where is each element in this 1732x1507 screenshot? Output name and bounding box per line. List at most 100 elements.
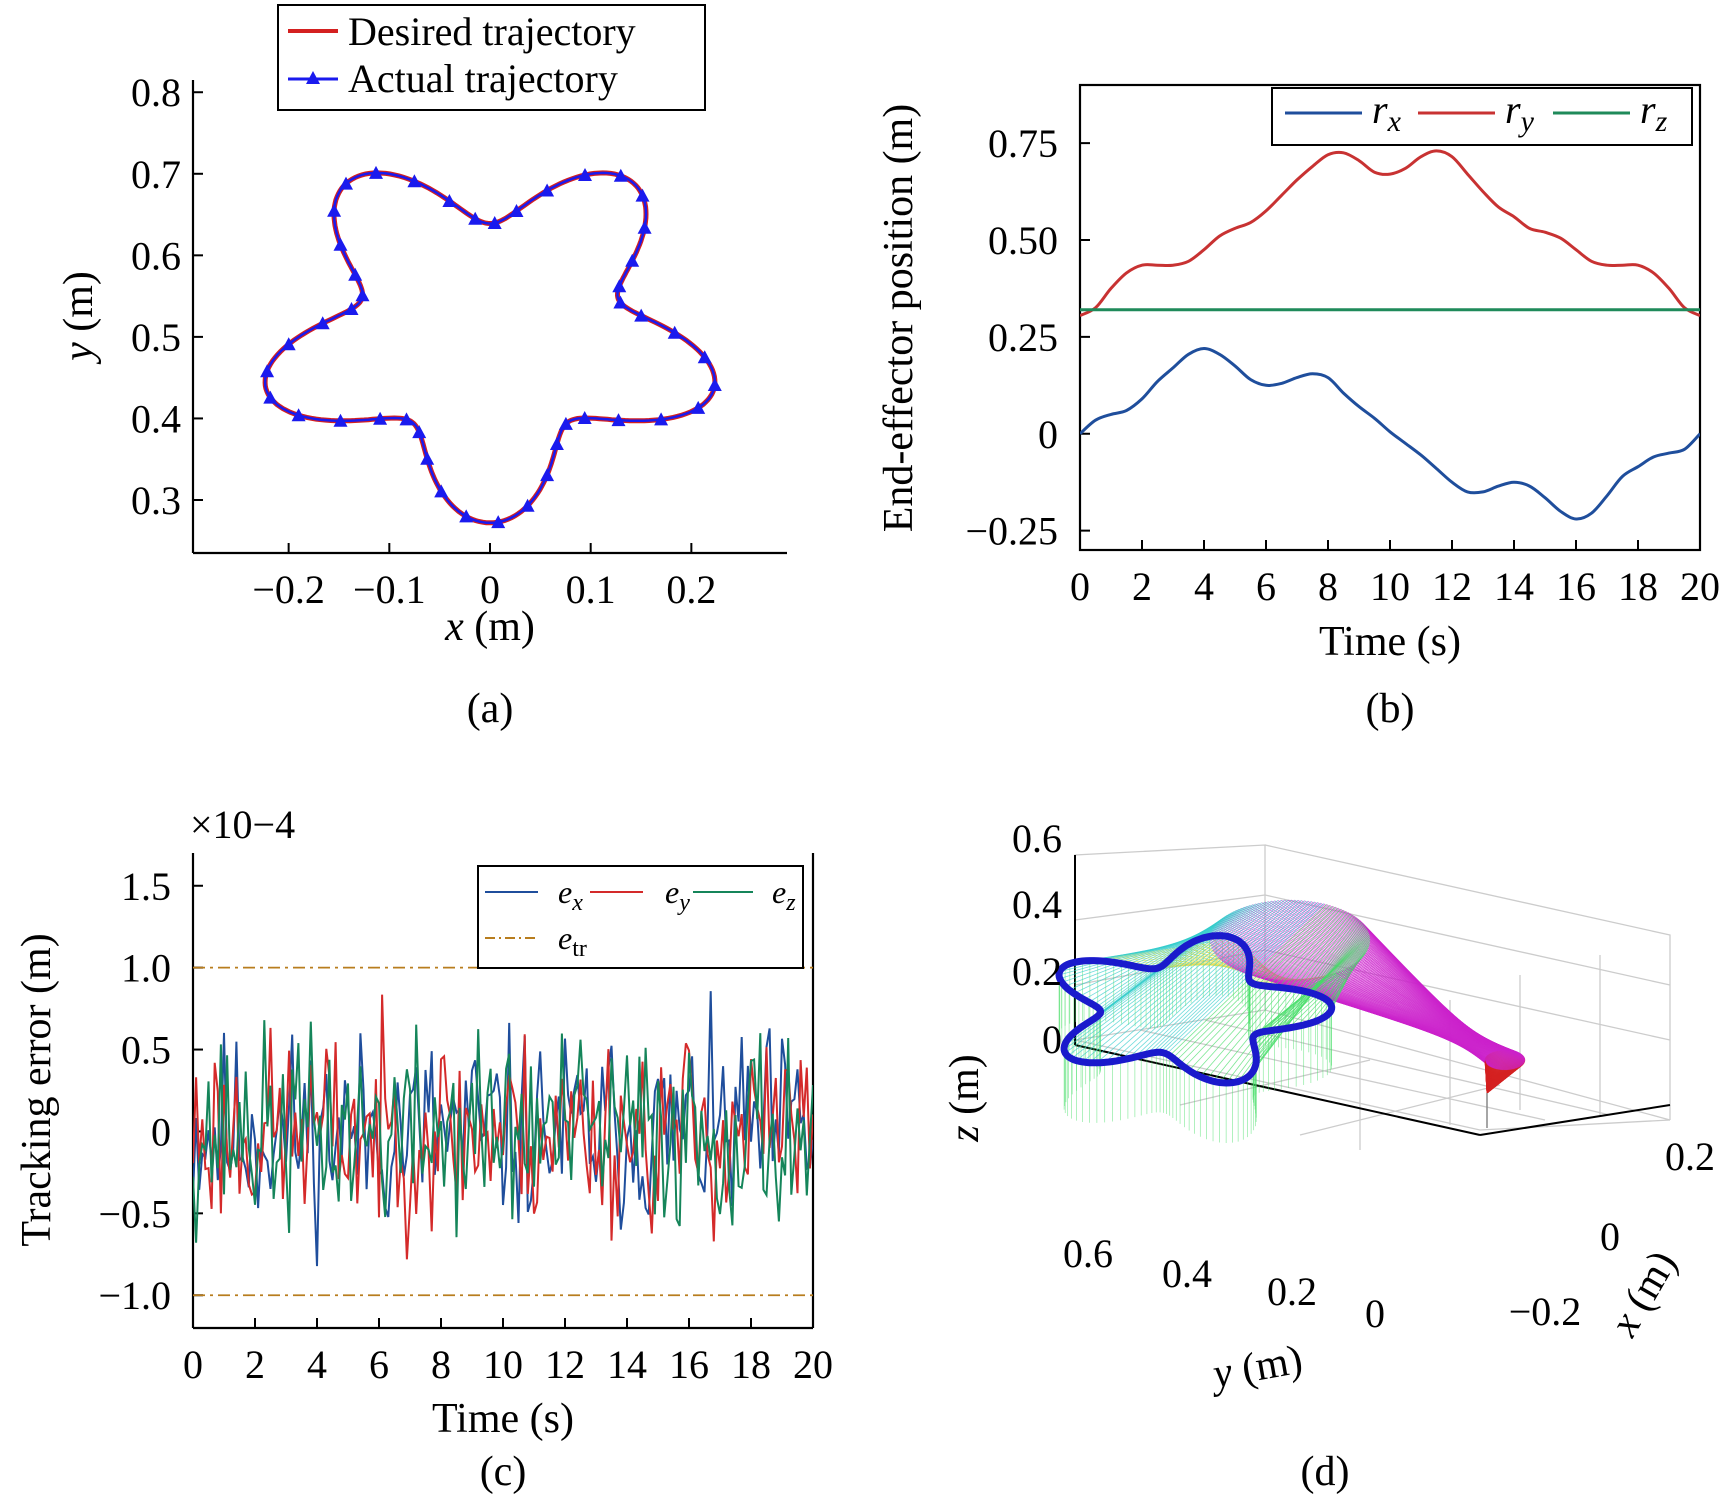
panel-b-legend-ry-label: ry [1505,87,1535,138]
actual-trajectory-marker [344,302,359,315]
panel-b-ry-line [1080,149,1700,317]
actual-trajectory-marker [369,165,383,179]
actual-trajectory-marker [434,484,449,498]
x-tick-label: 0 [1070,564,1090,609]
actual-trajectory-marker [634,308,649,322]
robot-link-fore [1112,899,1292,1062]
robot-link-upper [1369,941,1494,1069]
robot-link-fore [1188,908,1341,1071]
actual-trajectory-marker [399,412,414,426]
y-tick-label: 0 [1038,412,1058,457]
y-tick-label: 0.50 [988,218,1058,263]
x-tick-label: 2 [245,1342,265,1387]
panel-a-legend-actual-label: Actual trajectory [348,56,618,101]
robot-link-fore [1097,946,1212,962]
x-tick-label: 10 [1370,564,1410,609]
panel-b-legend-rz-label: rz [1640,87,1668,138]
y-tick-label: 0.4 [1162,1251,1212,1296]
x-tick-label: −0.2 [1509,1289,1582,1334]
robot-link-upper [1367,949,1491,1068]
actual-trajectory-marker [260,364,275,378]
y-tick-label: −1.0 [98,1273,171,1318]
panel-a-legend-triangle-icon [306,71,320,84]
x-tick-label: 20 [1680,564,1720,609]
panel-a-legend-desired-label: Desired trajectory [348,9,636,54]
actual-trajectory-marker [691,400,706,414]
y-tick-label: 0.2 [1267,1269,1317,1314]
x-tick-label: 12 [545,1342,585,1387]
panel-a-x-ticks: −0.2 −0.1 0 0.1 0.2 [252,543,716,612]
actual-trajectory-marker [654,412,669,426]
robot-link-fore [1200,911,1346,1077]
panel-b-y-axis-label: End-effector position (m) [876,104,922,532]
robot-link-fore [1064,902,1259,1047]
actual-trajectory-marker [613,295,628,309]
x-tick-label: 20 [793,1342,833,1387]
x-tick-label: 10 [483,1342,523,1387]
y-tick-label: 0.5 [131,315,181,360]
y-tick-label: 0 [1365,1291,1385,1336]
robot-link-upper [1367,929,1500,1070]
panel-a-legend: Desired trajectory Actual trajectory [277,4,706,111]
x-tick-label: 0 [183,1342,203,1387]
x-tick-label: 12 [1432,564,1472,609]
actual-trajectory-marker [459,509,474,523]
actual-trajectory-marker [468,211,483,225]
z-tick-label: 0.6 [1012,816,1062,861]
panel-a-x-axis-label: x (m) [444,604,535,650]
x-tick-label: 16 [1556,564,1596,609]
actual-trajectory-marker [333,237,348,251]
robot-link-fore [1120,899,1295,1061]
z-tick-label: 0.4 [1012,882,1062,927]
panel-d-caption: (d) [1301,1449,1350,1495]
robot-link-fore [1331,964,1354,1010]
panel-b-x-axis-label: Time (s) [1319,619,1461,665]
actual-trajectory-marker [520,498,535,512]
robot-link-fore [1067,901,1269,1057]
robot-link-upper [1369,939,1495,1069]
robot-link-fore [1212,913,1351,1082]
z-tick-label: 0 [1042,1017,1062,1062]
panel-c-legend: ex ey ez etr [477,865,804,969]
panel-c-ex-line [193,991,813,1267]
x-tick-label: 8 [1318,564,1338,609]
robot-link-fore [1076,900,1275,1061]
panel-d-z-ticks: 0 0.2 0.4 0.6 [1012,816,1062,1062]
actual-trajectory-marker [491,515,506,529]
x-tick-label: 0.2 [666,567,716,612]
actual-trajectory-marker [339,176,353,190]
robot-link-fore [1146,900,1309,1055]
actual-trajectory-marker [635,188,650,202]
x-tick-label: 0.2 [1665,1134,1715,1179]
x-tick-label: 8 [431,1342,451,1387]
panel-d-robot-links [1058,899,1526,1143]
robot-link-fore [1096,899,1285,1064]
panel-c-ey-line [193,994,813,1260]
actual-trajectory-marker [348,267,363,281]
panel-d-axis-lines [1074,855,1671,1136]
robot-link-fore [1155,901,1315,1053]
x-tick-label: −0.1 [353,567,426,612]
panel-c-caption: (c) [480,1449,527,1495]
actual-trajectory-marker [263,390,278,404]
robot-link-fore [1247,921,1362,1078]
robot-link-fore [1308,971,1339,993]
z-tick-label: 0.2 [1012,949,1062,994]
y-tick-label: −0.5 [98,1191,171,1236]
x-tick-label: 2 [1132,564,1152,609]
panel-a: −0.2 −0.1 0 0.1 0.2 0.3 0.4 0.5 0.6 0.7 0.8 Desir… [56,4,787,732]
panel-c-y-axis-label: Tracking error (m) [14,933,60,1246]
y-tick-label: 0 [151,1109,171,1154]
actual-trajectory-marker [540,183,555,197]
y-tick-label: 0.25 [988,315,1058,360]
x-tick-label: 0.1 [566,567,616,612]
x-tick-label: 18 [1618,564,1658,609]
robot-link-upper [1366,927,1500,1070]
robot-link-upper [1368,947,1492,1068]
actual-trajectory-marker [509,204,524,217]
actual-trajectory-marker [315,316,330,330]
x-tick-label: 16 [669,1342,709,1387]
robot-link-fore [1088,920,1220,1003]
